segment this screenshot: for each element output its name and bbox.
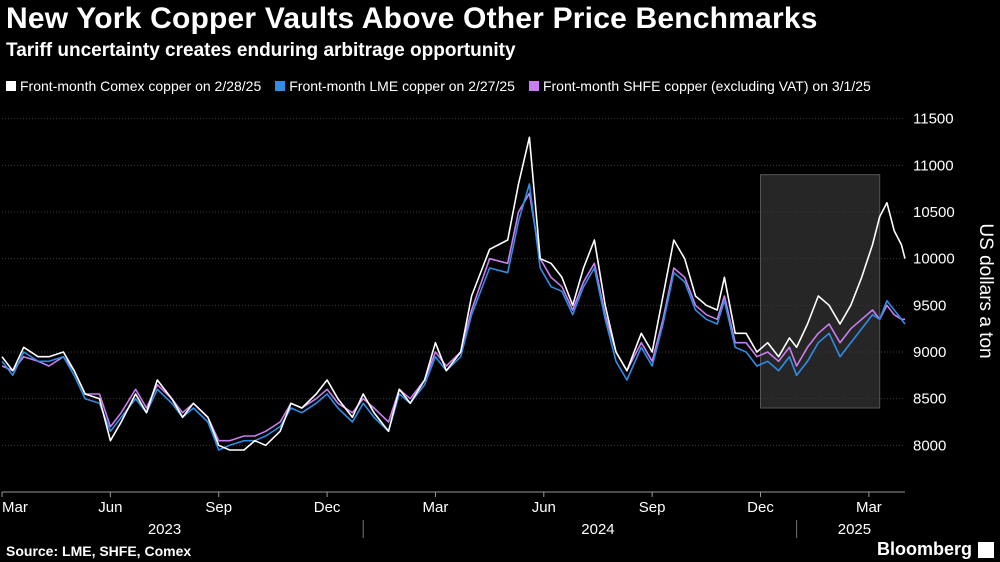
x-tick-label: Dec bbox=[314, 499, 341, 516]
x-tick-label: Jun bbox=[532, 499, 556, 516]
x-tick-label: Sep bbox=[205, 499, 232, 516]
x-tick-label: Mar bbox=[856, 499, 882, 516]
legend-label-shfe: Front-month SHFE copper (excluding VAT) … bbox=[542, 78, 871, 94]
y-tick-label: 9500 bbox=[913, 297, 946, 314]
legend-label-comex: Front-month Comex copper on 2/28/25 bbox=[20, 78, 262, 94]
y-tick-label: 9000 bbox=[913, 344, 946, 361]
x-tick-label: Mar bbox=[423, 499, 449, 516]
year-label: 2024 bbox=[581, 521, 614, 538]
legend-item-comex: Front-month Comex copper on 2/28/25 bbox=[6, 78, 261, 94]
legend-swatch-shfe bbox=[528, 81, 539, 91]
series-line-1 bbox=[1, 183, 906, 451]
y-tick-label: 8000 bbox=[913, 437, 946, 454]
y-tick-label: 10500 bbox=[913, 204, 955, 221]
legend-item-shfe: Front-month SHFE copper (excluding VAT) … bbox=[528, 78, 871, 94]
chart-subtitle: Tariff uncertainty creates enduring arbi… bbox=[6, 40, 516, 61]
year-label: 2023 bbox=[148, 521, 181, 538]
brand-logo: Bloomberg bbox=[876, 539, 972, 559]
legend-label-lme: Front-month LME copper on 2/27/25 bbox=[289, 78, 515, 94]
source-note: Source: LME, SHFE, Comex bbox=[6, 543, 192, 559]
x-tick-label: Mar bbox=[2, 499, 28, 516]
series-line-0 bbox=[1, 136, 906, 451]
y-axis-title: US dollars a ton bbox=[975, 223, 996, 358]
legend-swatch-comex bbox=[6, 81, 16, 91]
legend-swatch-lme bbox=[275, 81, 286, 91]
y-tick-label: 8500 bbox=[913, 391, 946, 408]
y-tick-label: 11500 bbox=[913, 111, 954, 128]
chart-title: New York Copper Vaults Above Other Price… bbox=[6, 2, 818, 35]
legend: Front-month Comex copper on 2/28/25 Fron… bbox=[6, 78, 871, 94]
x-tick-label: Sep bbox=[639, 499, 666, 516]
y-tick-label: 11000 bbox=[913, 157, 954, 174]
brand-mark-icon bbox=[978, 542, 994, 558]
x-tick-label: Jun bbox=[98, 499, 122, 516]
x-tick-label: Dec bbox=[747, 499, 774, 516]
year-label: 2025 bbox=[838, 521, 871, 538]
highlight-region bbox=[760, 174, 881, 409]
series-line-2 bbox=[1, 192, 905, 442]
legend-item-lme: Front-month LME copper on 2/27/25 bbox=[275, 78, 515, 94]
y-tick-label: 10000 bbox=[913, 251, 955, 268]
